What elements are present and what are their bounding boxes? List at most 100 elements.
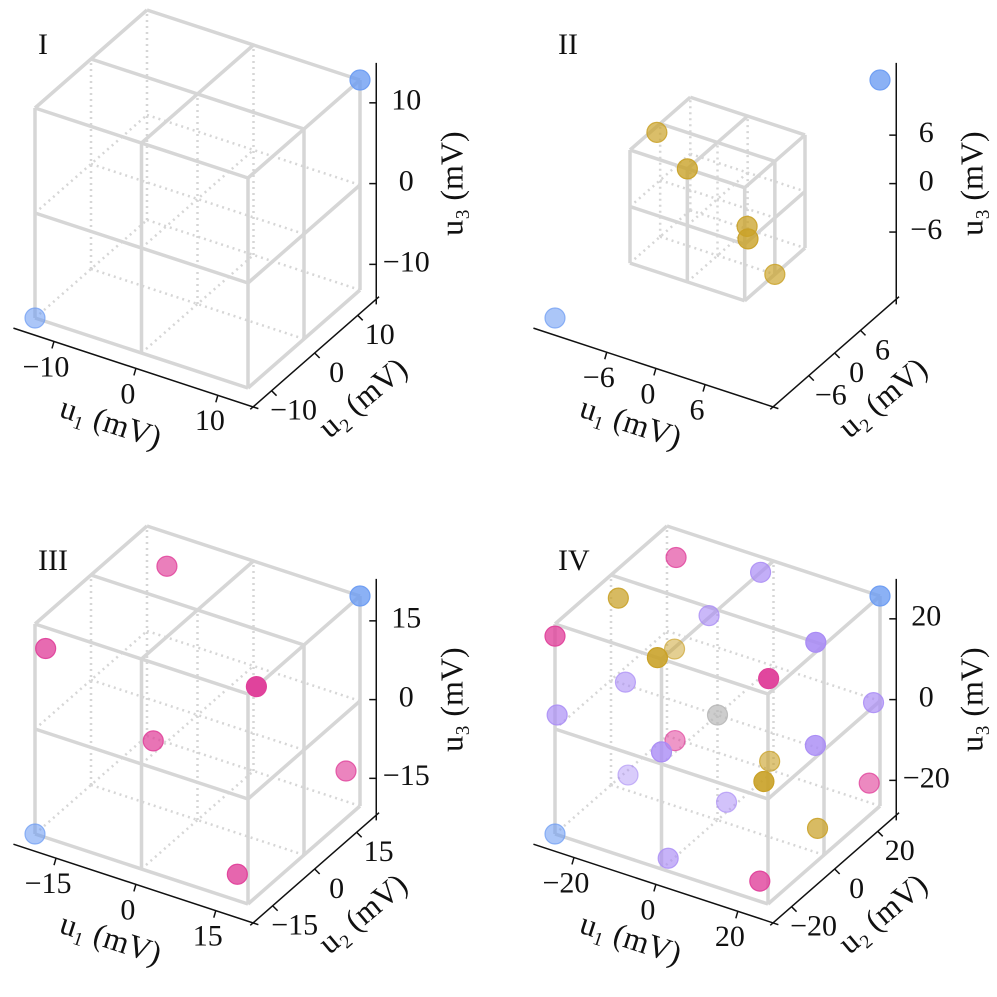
tick-label: −15 bbox=[383, 759, 430, 792]
box-hidden-line bbox=[34, 735, 148, 835]
box-hidden-line bbox=[90, 783, 305, 857]
box-hidden-line bbox=[34, 114, 148, 214]
tick-label: 0 bbox=[849, 872, 864, 905]
tick-label: 15 bbox=[193, 920, 223, 953]
tick-mark bbox=[834, 352, 841, 359]
tick-label: −6 bbox=[910, 213, 942, 246]
box-hidden-line bbox=[666, 629, 881, 703]
tick-mark bbox=[215, 395, 219, 403]
data-point bbox=[749, 561, 772, 583]
box-hidden-line bbox=[146, 218, 361, 292]
axis-label: u₃ (mV) bbox=[434, 647, 470, 751]
data-point bbox=[24, 307, 46, 329]
tick-mark bbox=[314, 868, 321, 875]
data-point bbox=[349, 69, 371, 91]
data-point bbox=[758, 668, 780, 690]
data-point bbox=[617, 764, 639, 786]
box-hidden-line bbox=[666, 734, 881, 808]
tick-label: −20 bbox=[543, 866, 590, 899]
tick-mark bbox=[859, 329, 867, 336]
axis-label: u₂ (mV) bbox=[311, 866, 414, 961]
data-point bbox=[759, 750, 781, 772]
axis-label: u₃ (mV) bbox=[954, 131, 990, 235]
tick-mark bbox=[834, 868, 841, 875]
tick-label: 0 bbox=[329, 356, 344, 389]
box-hidden-line bbox=[659, 178, 776, 220]
panel-title: III bbox=[38, 544, 68, 577]
data-point bbox=[650, 741, 673, 763]
box-hidden-line bbox=[34, 219, 148, 319]
box-hidden-line bbox=[146, 629, 361, 703]
tick-mark bbox=[53, 857, 57, 866]
box-edge bbox=[686, 114, 749, 171]
data-point bbox=[869, 69, 891, 91]
tick-mark bbox=[357, 314, 364, 321]
tick-mark bbox=[735, 911, 739, 919]
data-point bbox=[156, 555, 178, 577]
tick-mark bbox=[604, 352, 608, 360]
data-point bbox=[226, 863, 248, 885]
data-point bbox=[862, 692, 885, 714]
data-point bbox=[804, 734, 826, 757]
panel-title: I bbox=[38, 28, 48, 61]
tick-mark bbox=[877, 830, 884, 837]
tick-mark bbox=[133, 368, 137, 376]
box-hidden-line bbox=[34, 630, 148, 730]
axis-label: u₃ (mV) bbox=[434, 131, 470, 235]
data-point bbox=[646, 647, 669, 669]
tick-mark bbox=[653, 368, 657, 376]
tick-mark bbox=[213, 910, 217, 918]
data-point bbox=[245, 676, 267, 698]
tick-label: 0 bbox=[919, 680, 934, 713]
tick-label: −10 bbox=[383, 245, 430, 278]
box-hidden-line bbox=[90, 678, 305, 752]
data-point bbox=[544, 307, 566, 329]
data-point bbox=[646, 121, 668, 143]
tick-label: −20 bbox=[903, 761, 950, 794]
tick-mark bbox=[314, 352, 321, 359]
panel-title: II bbox=[558, 28, 578, 61]
tick-label: 10 bbox=[391, 84, 421, 117]
box-edge bbox=[33, 524, 149, 626]
box-hidden-line bbox=[689, 152, 806, 193]
box-hidden-line bbox=[140, 254, 255, 354]
tick-label: 15 bbox=[364, 835, 394, 868]
box-edge bbox=[140, 43, 255, 145]
tick-label: −10 bbox=[270, 394, 317, 427]
box-hidden-line bbox=[90, 267, 305, 341]
tick-mark bbox=[51, 341, 55, 349]
data-point bbox=[737, 228, 759, 250]
box-hidden-line bbox=[660, 770, 775, 870]
tick-label: 10 bbox=[195, 404, 225, 437]
data-point bbox=[749, 870, 771, 892]
data-point bbox=[544, 823, 566, 845]
box-edge bbox=[553, 524, 669, 626]
tick-label: 0 bbox=[640, 893, 655, 926]
data-point bbox=[544, 625, 566, 647]
data-point bbox=[706, 704, 729, 726]
box-hidden-line bbox=[146, 734, 361, 808]
box-hidden-line bbox=[554, 630, 668, 730]
tick-mark bbox=[791, 906, 798, 913]
tick-mark bbox=[133, 884, 137, 892]
tick-label: −20 bbox=[790, 910, 837, 943]
tick-label: −6 bbox=[815, 379, 847, 412]
box-hidden-line bbox=[90, 162, 305, 236]
panel-title: IV bbox=[558, 544, 590, 577]
tick-label: 0 bbox=[399, 164, 414, 197]
data-point bbox=[24, 823, 46, 845]
tick-label: 0 bbox=[919, 164, 934, 197]
data-point bbox=[764, 263, 786, 285]
box-hidden-line bbox=[146, 113, 361, 187]
tick-label: 20 bbox=[911, 600, 941, 633]
data-point bbox=[715, 791, 738, 813]
tick-mark bbox=[272, 905, 279, 912]
data-point bbox=[663, 638, 686, 660]
data-point bbox=[335, 760, 357, 782]
tick-label: 6 bbox=[875, 333, 890, 366]
axis-label: u₂ (mV) bbox=[831, 866, 934, 961]
tick-label: −10 bbox=[23, 350, 70, 383]
data-point bbox=[676, 158, 698, 180]
data-point bbox=[657, 847, 679, 869]
